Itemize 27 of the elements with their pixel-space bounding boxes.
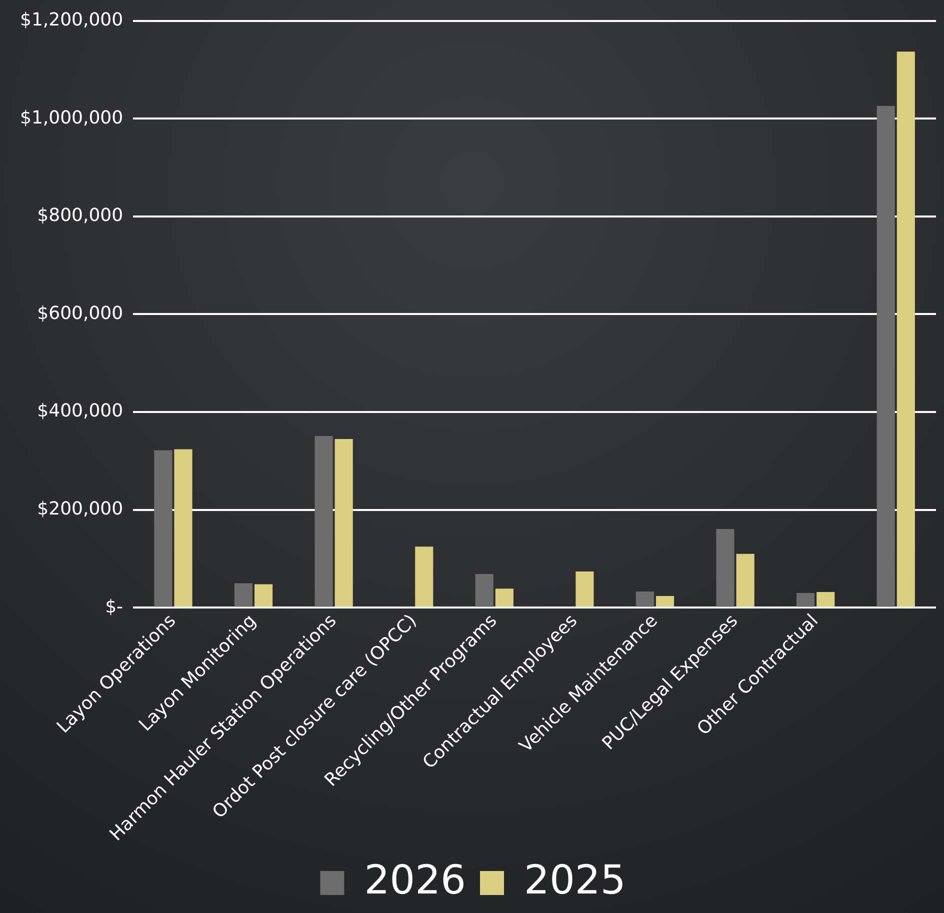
- legend-label: 2025: [524, 857, 626, 904]
- bar: [716, 528, 734, 607]
- bar: [796, 593, 815, 607]
- bar: [495, 588, 514, 607]
- bar: [896, 52, 915, 607]
- bar: [475, 574, 494, 607]
- bar: [816, 592, 835, 607]
- legend-label: 2026: [364, 857, 466, 904]
- bar: [876, 106, 895, 607]
- bar: [174, 449, 192, 607]
- bar: [334, 438, 353, 607]
- y-tick-label: $400,000: [37, 400, 124, 422]
- y-tick-label: $200,000: [37, 498, 124, 520]
- y-tick-label: $600,000: [37, 302, 124, 324]
- y-tick-label: $1,200,000: [20, 9, 124, 30]
- bar: [576, 572, 594, 607]
- bar: [314, 436, 333, 607]
- y-tick-label: $-: [105, 596, 124, 618]
- bar: [736, 554, 754, 607]
- y-tick-label: $1,000,000: [20, 107, 124, 128]
- bar: [415, 546, 434, 607]
- y-tick-label: $800,000: [37, 205, 124, 226]
- bar: [254, 584, 273, 607]
- bar: [154, 450, 172, 607]
- bar: [656, 596, 674, 607]
- bar: [234, 583, 252, 607]
- bar: [636, 592, 654, 607]
